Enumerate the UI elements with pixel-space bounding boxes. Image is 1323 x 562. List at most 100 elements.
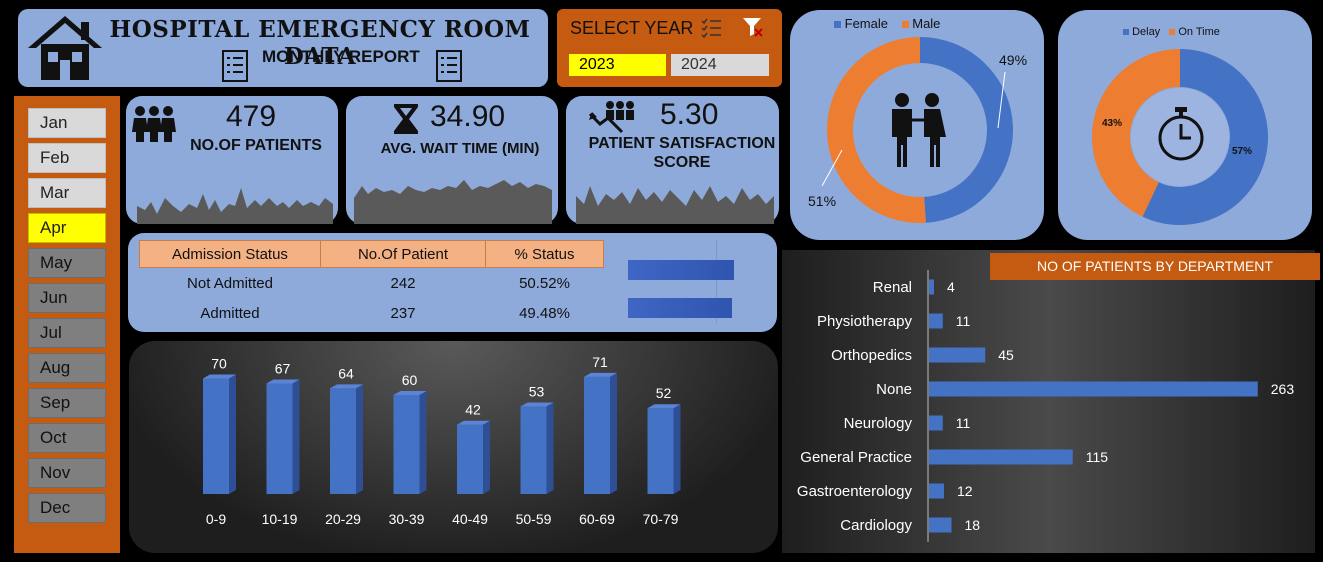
dept-bar-value: 11 bbox=[956, 313, 971, 329]
month-nov-button[interactable]: Nov bbox=[28, 458, 106, 488]
year-2023-button[interactable]: 2023 bbox=[569, 54, 666, 76]
month-feb-button[interactable]: Feb bbox=[28, 143, 106, 173]
dept-category-label: Renal bbox=[873, 279, 912, 296]
leader-lines bbox=[821, 71, 1006, 187]
multi-select-icon[interactable] bbox=[700, 16, 722, 43]
month-mar-button[interactable]: Mar bbox=[28, 178, 106, 208]
age-category-label: 70-79 bbox=[643, 511, 679, 527]
year-selector-label: SELECT YEAR bbox=[570, 18, 694, 38]
kpi-satisfaction-label-2: SCORE bbox=[653, 154, 711, 171]
dept-bar bbox=[929, 415, 943, 431]
gender-donut-chart bbox=[827, 37, 1013, 223]
age-bar-top bbox=[584, 372, 617, 377]
age-bar-side bbox=[419, 391, 427, 494]
checklist-icon bbox=[436, 50, 462, 87]
subtitle: MONTHLY REPORT bbox=[262, 47, 420, 66]
age-bar-top bbox=[520, 402, 554, 407]
female-slice bbox=[919, 37, 1013, 223]
dept-category-label: General Practice bbox=[800, 449, 912, 466]
kpi-satisfaction-value: 5.30 bbox=[660, 98, 719, 131]
dept-bar-value: 12 bbox=[957, 483, 973, 499]
age-bar-side bbox=[292, 379, 300, 494]
dept-bar bbox=[929, 449, 1073, 465]
age-bar-side bbox=[546, 402, 554, 494]
status-cell: Admitted bbox=[200, 304, 260, 322]
legend-delay: Delay bbox=[1132, 26, 1161, 38]
month-oct-button[interactable]: Oct bbox=[28, 423, 106, 453]
legend-ontime: On Time bbox=[1178, 26, 1220, 38]
admission-bar-admitted bbox=[628, 298, 732, 318]
admission-table: Admission Status No.Of Patient % Status … bbox=[139, 240, 604, 328]
age-bar-value: 64 bbox=[338, 365, 354, 381]
dept-bar-value: 115 bbox=[1086, 449, 1109, 465]
age-bar-side bbox=[483, 420, 490, 494]
timing-legend: Delay On Time bbox=[1123, 26, 1220, 38]
hourglass-icon bbox=[392, 102, 420, 141]
year-2024-button[interactable]: 2024 bbox=[671, 54, 769, 76]
month-jan-button[interactable]: Jan bbox=[28, 108, 106, 138]
delay-pct-label: 57% bbox=[1229, 144, 1256, 159]
age-bar-top bbox=[647, 404, 681, 409]
dept-bar bbox=[929, 517, 952, 533]
month-sep-button[interactable]: Sep bbox=[28, 388, 106, 418]
clear-filter-icon[interactable] bbox=[742, 16, 764, 43]
month-apr-button[interactable]: Apr bbox=[28, 213, 106, 243]
male-slice bbox=[827, 37, 926, 223]
dept-category-label: Orthopedics bbox=[831, 347, 912, 364]
house-icon bbox=[26, 14, 104, 87]
department-chart-card bbox=[782, 250, 1315, 553]
age-bar-value: 60 bbox=[402, 372, 418, 388]
age-category-label: 20-29 bbox=[325, 511, 361, 527]
age-bar-value: 71 bbox=[592, 354, 608, 370]
age-bar-value: 53 bbox=[529, 384, 545, 400]
month-may-button[interactable]: May bbox=[28, 248, 106, 278]
gender-legend: Female Male bbox=[834, 16, 940, 31]
female-pct-label: 49% bbox=[999, 52, 1028, 68]
dept-category-label: Neurology bbox=[844, 415, 913, 432]
kpi-wait-label: AVG. WAIT TIME (MIN) bbox=[380, 140, 540, 157]
month-aug-button[interactable]: Aug bbox=[28, 353, 106, 383]
table-row: Not Admitted 242 50.52% bbox=[140, 268, 604, 299]
admission-bar-axis bbox=[716, 240, 717, 324]
table-row: Admitted 237 49.48% bbox=[140, 298, 604, 328]
pct-cell: 50.52% bbox=[519, 274, 570, 292]
age-bar bbox=[266, 383, 293, 494]
admission-bar-not-admitted bbox=[628, 260, 734, 280]
page-title: HOSPITAL EMERGENCY ROOM DATA bbox=[109, 16, 531, 70]
age-bar-side bbox=[356, 384, 363, 494]
satisfaction-trend-icon bbox=[588, 100, 636, 139]
legend-male: Male bbox=[912, 16, 941, 31]
age-bar-top bbox=[203, 374, 236, 379]
dept-bar-value: 45 bbox=[998, 347, 1014, 363]
dept-bar-value: 4 bbox=[947, 279, 955, 295]
couple-icon bbox=[884, 92, 950, 173]
age-bar-value: 52 bbox=[656, 385, 672, 401]
age-bar-top bbox=[393, 391, 427, 395]
satisfaction-sparkline bbox=[576, 176, 774, 229]
status-cell: Not Admitted bbox=[187, 274, 273, 292]
patients-group-icon bbox=[132, 104, 176, 149]
age-category-label: 60-69 bbox=[579, 511, 615, 527]
department-bar-chart: Renal 4 Physiotherapy 11 Orthopedics 45 None 26… bbox=[797, 270, 1294, 542]
kpi-patients-card bbox=[126, 96, 338, 224]
col-admission-status: Admission Status bbox=[139, 240, 321, 268]
dept-bar-value: 11 bbox=[956, 415, 971, 431]
dept-bar bbox=[929, 483, 944, 499]
dept-bar bbox=[929, 313, 943, 329]
kpi-patients-label: NO.OF PATIENTS bbox=[190, 137, 322, 154]
age-group-bar-chart: 70 0-9 67 10-19 64 20-29 60 30-39 42 40-49 53 50-59… bbox=[203, 354, 681, 527]
dept-category-label: Cardiology bbox=[840, 517, 912, 534]
month-dec-button[interactable]: Dec bbox=[28, 493, 106, 523]
age-bar-top bbox=[330, 384, 363, 389]
stopwatch-icon bbox=[1156, 106, 1206, 167]
age-bar-top bbox=[266, 379, 300, 384]
age-bar-side bbox=[610, 372, 617, 494]
age-category-label: 40-49 bbox=[452, 511, 488, 527]
month-jul-button[interactable]: Jul bbox=[28, 318, 106, 348]
month-jun-button[interactable]: Jun bbox=[28, 283, 106, 313]
title-panel bbox=[18, 9, 548, 87]
age-bar-top bbox=[457, 420, 490, 425]
age-category-label: 30-39 bbox=[389, 511, 425, 527]
age-bar bbox=[393, 395, 420, 494]
dept-bar-value: 18 bbox=[965, 517, 981, 533]
